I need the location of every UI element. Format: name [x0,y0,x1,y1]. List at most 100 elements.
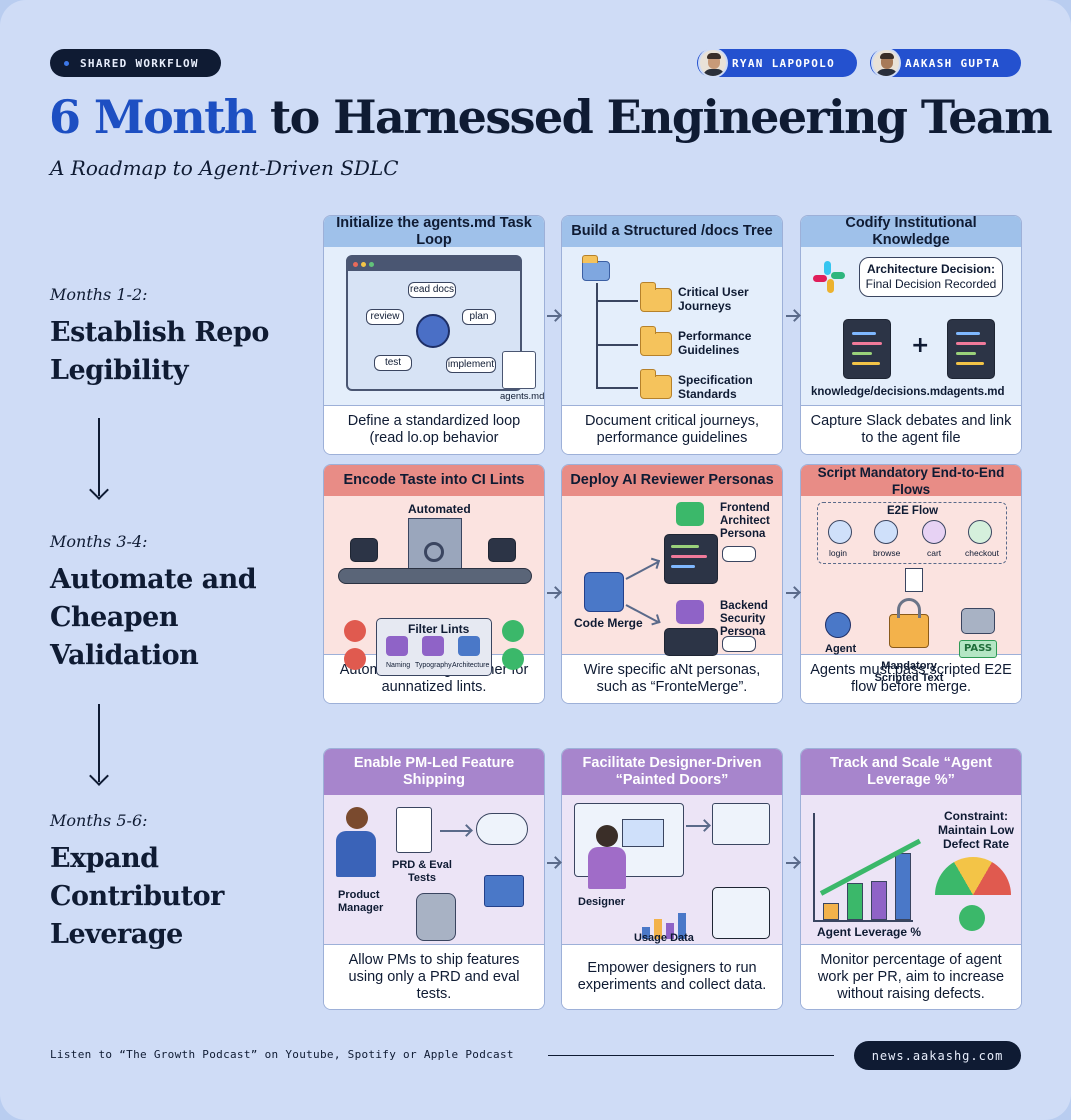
naming-lint-icon [386,636,408,656]
leverage-bar [847,883,863,920]
card-illustration: Designer Usage Data [562,795,782,945]
phase-connector [98,418,100,496]
phase-connector [98,704,100,782]
designer-label: Designer [578,896,626,908]
phase-label: Months 5-6: [50,811,148,830]
agent-icon [825,612,851,638]
pm-avatar-icon [346,807,368,829]
leverage-bar [895,853,911,920]
bubble-title: Architecture Decision: [866,262,996,276]
card-title: Initialize the agents.md Task Loop [324,216,544,248]
persona-label: Backend Security Persona [720,600,768,638]
right-arrow-icon [547,315,559,317]
author-chip-ryan[interactable]: RYAN LAPOPOLO [697,48,857,78]
card-pm-led-shipping: Enable PM-Led Feature Shipping Product M… [323,748,545,1010]
slack-icon [813,261,845,293]
badge-label: SHARED WORKFLOW [80,56,199,70]
card-description: Empower designers to run experiments and… [562,945,782,1009]
card-docs-tree: Build a Structured /docs Tree Critical U… [561,215,783,455]
leverage-bar [871,881,887,920]
card-agents-task-loop: Initialize the agents.md Task Loop read … [323,215,545,455]
phase-name-line: Validation [50,640,199,671]
usage-label: Usage Data [634,932,694,944]
right-arrow-icon [686,825,708,827]
check-icon [959,905,985,931]
down-arrow-icon [89,480,109,500]
card-institutional-knowledge: Codify Institutional Knowledge Architect… [800,215,1022,455]
card-description: Agents must pass scripted E2E flow befor… [801,655,1021,703]
step-label: browse [873,548,901,558]
card-illustration: Product Manager PRD & Eval Tests [324,795,544,945]
folder-label: Performance Guidelines [678,329,752,357]
footer-divider [548,1055,834,1056]
card-illustration: Architecture Decision: Final Decision Re… [801,247,1021,406]
phase-label: Months 1-2: [50,285,148,304]
conveyor-belt [338,568,532,584]
brain-icon [416,314,450,348]
title-rest: to Harnessed Engineering Team [269,90,1053,144]
automated-label: Automated [408,502,471,516]
bubble-text: Final Decision Recorded [865,277,997,291]
card-title: Facilitate Designer-Driven “Painted Door… [562,749,782,795]
step-label: checkout [965,548,1000,558]
footer-podcast-text: Listen to “The Growth Podcast” on Youtub… [50,1048,514,1061]
author-chip-aakash[interactable]: AAKASH GUPTA [870,48,1021,78]
card-e2e-flows: Script Mandatory End-to-End Flows E2E Fl… [800,464,1022,704]
lint-label: Naming [386,662,411,669]
card-illustration: Code Merge Frontend Architect Persona Ba… [562,496,782,656]
card-title: Codify Institutional Knowledge [801,216,1021,248]
cart-icon [922,520,946,544]
code-block-icon [350,538,378,562]
browse-icon [874,520,898,544]
mandatory-label: Mandatory Scripted Text [874,660,944,684]
phase-1: Months 1-2: Establish Repo Legibility [50,285,310,390]
file-label: agents.md [947,386,1005,398]
file-label: agents.md [500,391,545,402]
user-screen-icon [712,803,770,845]
card-ci-lints: Encode Taste into CI Lints Automated Fil… [323,464,545,704]
card-description: Capture Slack debates and link to the ag… [801,406,1021,454]
e2e-flow-box [817,502,1007,564]
footer-link[interactable]: news.aakashg.com [854,1041,1021,1070]
prd-document-icon [396,807,432,853]
card-title: Build a Structured /docs Tree [562,216,782,247]
pass-check-icon [502,648,524,670]
loop-step-read-docs: read docs [408,282,456,298]
code-window [664,628,718,656]
folder-icon [639,369,672,399]
designer-avatar-icon [596,825,618,847]
phase-name-line: Legibility [50,355,189,386]
cloud-upload-icon [476,813,528,845]
down-arrow-icon [89,766,109,786]
agents-file-icon [947,319,995,379]
constraint-label: Constraint: Maintain Low Defect Rate [938,809,1014,851]
card-ai-reviewer-personas: Deploy AI Reviewer Personas Code Merge F… [561,464,783,704]
pass-check-icon [502,620,524,642]
card-description: Allow PMs to ship features using only a … [324,945,544,1009]
decisions-file-icon [843,319,891,379]
architecture-lint-icon [458,636,480,656]
folder-icon [639,326,672,356]
login-icon [828,520,852,544]
phase-name-line: Contributor [50,881,224,912]
agent-label: Agent [825,643,857,655]
root-folder-icon [581,255,610,281]
bullet-dot-icon [64,60,69,66]
card-title: Script Mandatory End-to-End Flows [801,465,1021,497]
comment-bubble-icon [722,636,756,652]
plus-sign: + [911,333,930,358]
painted-door-button [622,819,664,847]
designer-body [588,847,626,889]
comment-bubble-icon [722,546,756,562]
card-illustration: Automated Filter Lints Naming Typography… [324,496,544,676]
code-merge-label: Code Merge [574,616,643,630]
loop-step-implement: implement [446,357,496,373]
right-arrow-icon [547,592,559,594]
code-window [664,534,718,584]
page-title: 6 Month to Harnessed Engineering Team [49,90,1053,144]
shared-workflow-badge: SHARED WORKFLOW [50,49,221,77]
file-icon [502,351,536,389]
folder-label: Specification Standards [678,373,753,401]
leverage-bar [823,903,839,920]
